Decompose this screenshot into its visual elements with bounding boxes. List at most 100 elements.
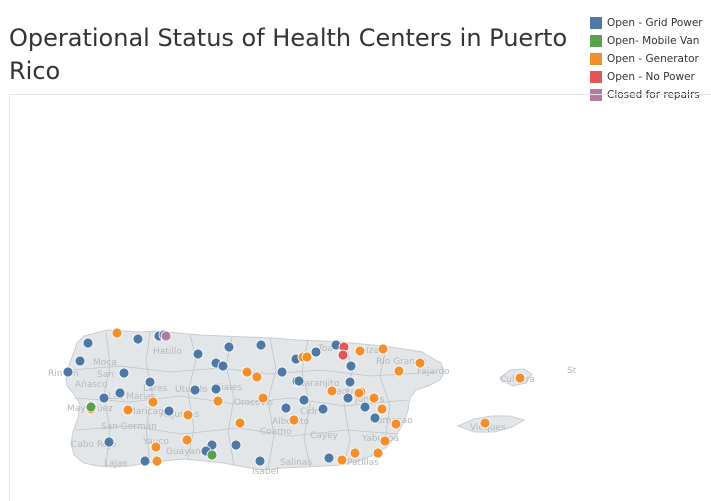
- legend-item-no-power[interactable]: Open - No Power: [590, 68, 703, 86]
- health-center-marker[interactable]: [298, 394, 310, 406]
- health-center-marker[interactable]: [368, 392, 380, 404]
- health-center-marker[interactable]: [82, 337, 94, 349]
- map-label: Toa: [317, 344, 333, 354]
- health-center-marker[interactable]: [479, 417, 491, 429]
- map-label: Añasco: [75, 380, 108, 390]
- map-label: Lares: [143, 384, 168, 394]
- health-center-marker[interactable]: [210, 383, 222, 395]
- legend-label: Open- Mobile Van: [607, 35, 700, 47]
- health-center-marker[interactable]: [344, 376, 356, 388]
- legend-item-mobile-van[interactable]: Open- Mobile Van: [590, 32, 703, 50]
- health-center-marker[interactable]: [139, 455, 151, 467]
- health-center-marker[interactable]: [342, 392, 354, 404]
- map-label: Hatillo: [153, 347, 182, 357]
- map-label: Las Marias: [108, 392, 156, 402]
- health-center-marker[interactable]: [150, 441, 162, 453]
- legend-swatch-closed: [590, 89, 602, 101]
- health-center-marker[interactable]: [390, 418, 402, 430]
- map-label: Ciales: [215, 383, 242, 393]
- health-center-marker[interactable]: [192, 348, 204, 360]
- health-center-marker[interactable]: [182, 409, 194, 421]
- health-center-marker[interactable]: [241, 366, 253, 378]
- health-center-marker[interactable]: [122, 404, 134, 416]
- page-title: Operational Status of Health Centers in …: [9, 24, 568, 85]
- map-label: Salinas: [280, 458, 312, 468]
- legend-swatch-no-power: [590, 71, 602, 83]
- health-center-marker[interactable]: [206, 449, 218, 461]
- health-center-marker[interactable]: [514, 372, 526, 384]
- health-center-marker[interactable]: [212, 395, 224, 407]
- health-center-marker[interactable]: [254, 455, 266, 467]
- health-center-marker[interactable]: [376, 403, 388, 415]
- health-center-marker[interactable]: [326, 385, 338, 397]
- map-label: Patillas: [347, 458, 379, 468]
- health-center-marker[interactable]: [230, 439, 242, 451]
- health-center-marker[interactable]: [255, 339, 267, 351]
- health-center-marker[interactable]: [276, 366, 288, 378]
- health-center-marker[interactable]: [118, 367, 130, 379]
- health-center-marker[interactable]: [280, 402, 292, 414]
- health-center-marker[interactable]: [147, 396, 159, 408]
- health-center-marker[interactable]: [354, 345, 366, 357]
- health-center-marker[interactable]: [181, 434, 193, 446]
- legend-item-closed[interactable]: Closed for repairs: [590, 86, 703, 104]
- legend: Open - Grid Power Open- Mobile Van Open …: [590, 14, 703, 104]
- health-center-marker[interactable]: [111, 327, 123, 339]
- legend-item-generator[interactable]: Open - Generator: [590, 50, 703, 68]
- health-center-marker[interactable]: [160, 330, 172, 342]
- health-center-marker[interactable]: [345, 360, 357, 372]
- legend-label: Open - Grid Power: [607, 17, 703, 29]
- health-center-marker[interactable]: [74, 355, 86, 367]
- legend-swatch-grid-power: [590, 17, 602, 29]
- map-label: Cabo Rojo: [71, 440, 117, 450]
- health-center-marker[interactable]: [353, 387, 365, 399]
- map-label: St: [567, 366, 577, 376]
- map-label: Loíza: [356, 346, 379, 356]
- map-label: Adjuntas: [160, 410, 200, 420]
- health-center-marker[interactable]: [293, 375, 305, 387]
- map-label: Moca: [93, 358, 117, 368]
- health-center-marker[interactable]: [132, 333, 144, 345]
- health-center-marker[interactable]: [414, 357, 426, 369]
- health-center-marker[interactable]: [379, 435, 391, 447]
- health-center-marker[interactable]: [337, 349, 349, 361]
- legend-label: Closed for repairs: [607, 89, 700, 101]
- map-label: Cidra: [300, 407, 324, 417]
- health-center-marker[interactable]: [62, 366, 74, 378]
- map-label: Naranjito: [298, 379, 340, 389]
- health-center-marker[interactable]: [369, 412, 381, 424]
- health-center-marker[interactable]: [85, 401, 97, 413]
- legend-swatch-mobile-van: [590, 35, 602, 47]
- map-label: Vieques: [470, 423, 506, 433]
- health-center-marker[interactable]: [163, 405, 175, 417]
- health-center-marker[interactable]: [310, 346, 322, 358]
- health-center-marker[interactable]: [234, 417, 246, 429]
- health-center-markers: [62, 327, 526, 467]
- map-label: Orocovis: [234, 398, 273, 408]
- health-center-marker[interactable]: [336, 454, 348, 466]
- health-center-marker[interactable]: [223, 341, 235, 353]
- health-center-marker[interactable]: [144, 376, 156, 388]
- health-center-marker[interactable]: [114, 387, 126, 399]
- health-center-marker[interactable]: [98, 392, 110, 404]
- health-center-marker[interactable]: [288, 414, 300, 426]
- health-center-marker[interactable]: [393, 365, 405, 377]
- health-center-marker[interactable]: [323, 452, 335, 464]
- health-center-marker[interactable]: [189, 384, 201, 396]
- health-center-marker[interactable]: [372, 447, 384, 459]
- health-center-marker[interactable]: [349, 447, 361, 459]
- map-label: Isabel: [252, 467, 279, 477]
- map-frame[interactable]: [9, 94, 711, 501]
- health-center-marker[interactable]: [257, 392, 269, 404]
- legend-item-grid-power[interactable]: Open - Grid Power: [590, 14, 703, 32]
- health-center-marker[interactable]: [217, 360, 229, 372]
- health-center-marker[interactable]: [377, 343, 389, 355]
- health-center-marker[interactable]: [151, 455, 163, 467]
- health-center-marker[interactable]: [317, 403, 329, 415]
- vieques-island-shape: [456, 415, 526, 433]
- health-center-marker[interactable]: [359, 401, 371, 413]
- health-center-marker[interactable]: [103, 436, 115, 448]
- health-center-marker[interactable]: [251, 371, 263, 383]
- health-center-marker[interactable]: [301, 351, 313, 363]
